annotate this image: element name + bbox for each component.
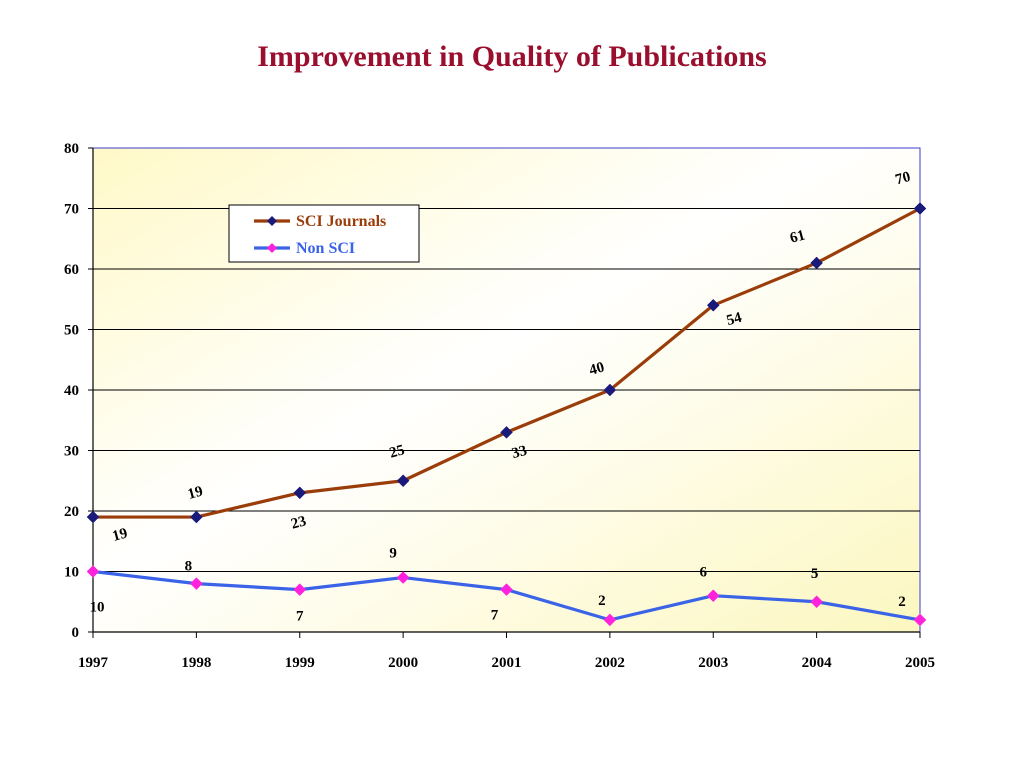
x-tick-label: 2003 — [698, 655, 728, 671]
data-point — [293, 583, 307, 597]
data-point — [86, 565, 100, 578]
data-label: 70 — [894, 169, 913, 188]
x-tick-label: 1997 — [78, 655, 109, 671]
y-tick-label: 0 — [72, 625, 80, 641]
data-label: 6 — [700, 565, 708, 581]
data-label: 19 — [186, 484, 205, 503]
x-tick-label: 2004 — [802, 655, 833, 671]
data-label: 2 — [598, 593, 606, 609]
y-tick-label: 80 — [64, 141, 79, 157]
y-tick-label: 20 — [64, 504, 79, 520]
legend-box — [228, 204, 420, 263]
data-label: 19 — [111, 526, 130, 545]
legend-swatch-marker — [267, 243, 277, 253]
data-point — [190, 510, 203, 524]
x-tick-label: 2000 — [388, 655, 418, 671]
y-tick-label: 40 — [64, 383, 79, 399]
data-point — [500, 425, 513, 439]
legend-swatch-marker — [267, 216, 277, 226]
data-label: 9 — [389, 546, 397, 562]
y-tick-label: 50 — [64, 323, 79, 339]
data-point — [913, 202, 927, 215]
data-point — [913, 613, 927, 627]
data-point — [396, 474, 410, 488]
data-point — [86, 510, 100, 524]
y-tick-label: 60 — [64, 262, 79, 278]
data-label: 33 — [510, 443, 529, 462]
data-point — [810, 256, 823, 270]
data-label: 7 — [296, 609, 304, 625]
data-point — [190, 577, 203, 590]
data-point — [500, 583, 513, 597]
x-tick-label: 1998 — [181, 655, 211, 671]
data-label: 8 — [185, 559, 193, 575]
data-label: 10 — [90, 600, 105, 616]
legend-label: Non SCI — [296, 240, 355, 257]
data-point — [706, 298, 720, 312]
data-label: 23 — [289, 513, 308, 532]
data-label: 40 — [588, 359, 607, 378]
data-label: 5 — [811, 566, 819, 582]
x-tick-label: 2002 — [595, 655, 625, 671]
x-tick-label: 2001 — [492, 655, 522, 671]
data-label: 7 — [491, 608, 499, 624]
data-point — [293, 486, 307, 500]
chart-title: Improvement in Quality of Publications — [257, 40, 767, 73]
y-tick-label: 10 — [64, 565, 79, 581]
data-point — [603, 383, 617, 397]
data-point — [603, 613, 617, 627]
data-label: 2 — [898, 594, 906, 610]
data-point — [396, 571, 410, 584]
y-tick-label: 70 — [64, 202, 79, 218]
data-point — [706, 589, 720, 603]
x-tick-label: 2005 — [905, 655, 935, 671]
data-point — [810, 595, 823, 609]
y-tick-label: 30 — [64, 444, 79, 460]
x-tick-label: 1999 — [285, 655, 315, 671]
data-label: 54 — [725, 310, 744, 329]
data-label: 25 — [388, 442, 407, 461]
legend-label: SCI Journals — [296, 213, 386, 230]
data-label: 61 — [788, 227, 807, 246]
